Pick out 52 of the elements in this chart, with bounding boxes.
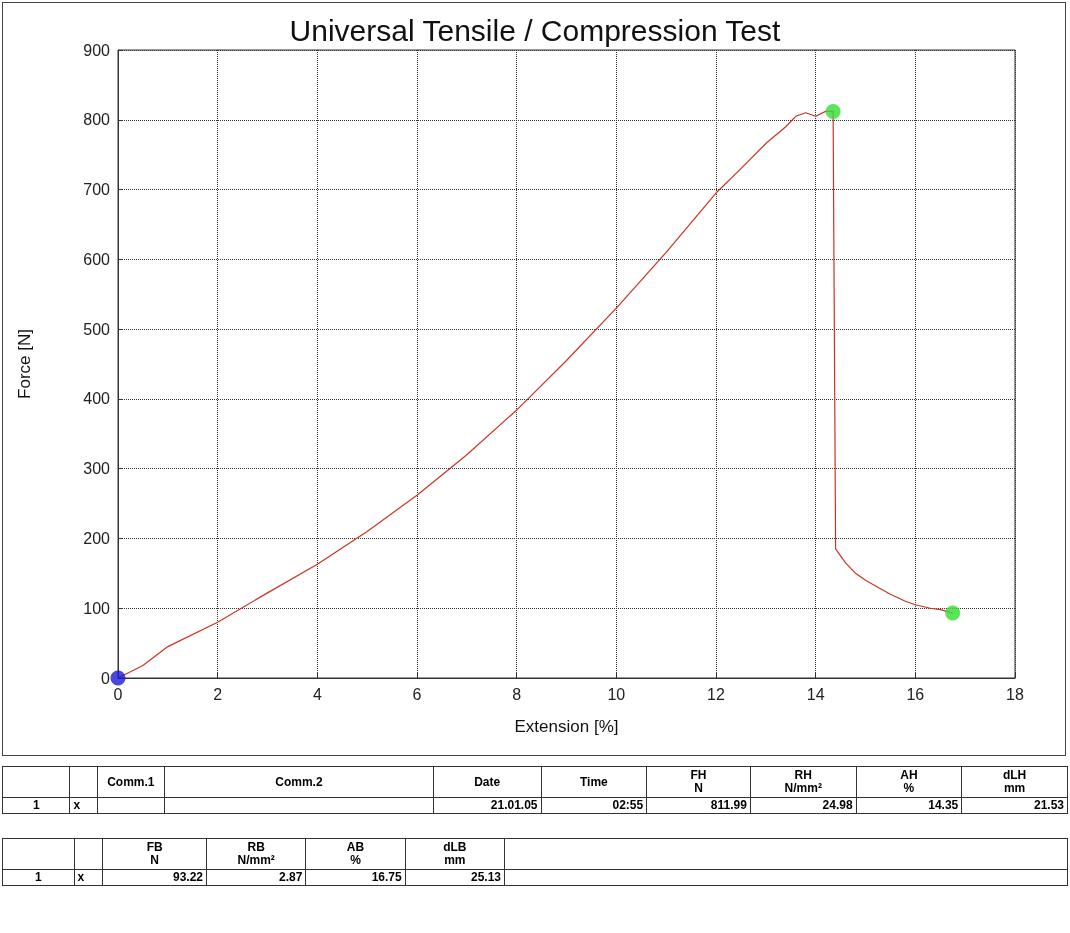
text: RB N/mm² <box>206 838 306 870</box>
text: x <box>74 869 103 886</box>
y-tick-label: 800 <box>83 111 111 129</box>
text: AH % <box>856 766 962 798</box>
text: Comm.2 <box>164 766 434 798</box>
text: x <box>69 797 98 814</box>
y-tick-label: 300 <box>83 460 111 478</box>
text: Date <box>433 766 542 798</box>
x-tick-label: 4 <box>312 685 322 703</box>
text: dLB mm <box>405 838 505 870</box>
text: FH N <box>646 766 751 798</box>
text: 93.22 <box>102 869 207 886</box>
text: 14.35 <box>856 797 962 814</box>
text: 21.53 <box>961 797 1068 814</box>
y-tick-label: 200 <box>83 529 111 547</box>
y-tick-label: 700 <box>83 181 111 199</box>
x-tick-label: 18 <box>1006 685 1024 703</box>
text: Comm.1 <box>97 766 165 798</box>
x-tick-label: 6 <box>412 685 422 703</box>
x-tick-label: 16 <box>906 685 925 703</box>
point <box>110 670 126 686</box>
y-tick-label: 600 <box>83 250 111 268</box>
y-tick-label: 500 <box>83 320 111 338</box>
text: 21.01.05 <box>433 797 542 814</box>
x-tick-label: 8 <box>512 685 522 703</box>
text: 1 <box>2 797 70 814</box>
text: 16.75 <box>305 869 406 886</box>
x-tick-label: 12 <box>707 685 725 703</box>
text: 24.98 <box>750 797 857 814</box>
text: Time <box>541 766 647 798</box>
x-tick-label: 2 <box>213 685 223 703</box>
point <box>945 605 961 621</box>
text: 2.87 <box>206 869 306 886</box>
text: 25.13 <box>405 869 505 886</box>
y-tick-label: 0 <box>101 669 111 687</box>
text: RH N/mm² <box>750 766 857 798</box>
text: 1 <box>2 869 75 886</box>
x-tick-label: 14 <box>806 685 825 703</box>
x-tick-label: 0 <box>113 685 123 703</box>
text: 811.99 <box>646 797 751 814</box>
text: AB % <box>305 838 406 870</box>
text: dLH mm <box>961 766 1068 798</box>
y-axis-title: Force [N] <box>15 329 34 399</box>
y-tick-label: 400 <box>83 390 111 408</box>
x-axis-title: Extension [%] <box>514 717 619 736</box>
chart-title: Universal Tensile / Compression Test <box>289 13 782 47</box>
x-tick-label: 10 <box>607 685 626 703</box>
text: 02:55 <box>541 797 647 814</box>
text: FB N <box>102 838 207 870</box>
y-tick-label: 900 <box>83 41 111 59</box>
y-tick-label: 100 <box>83 599 111 617</box>
point <box>825 103 841 119</box>
